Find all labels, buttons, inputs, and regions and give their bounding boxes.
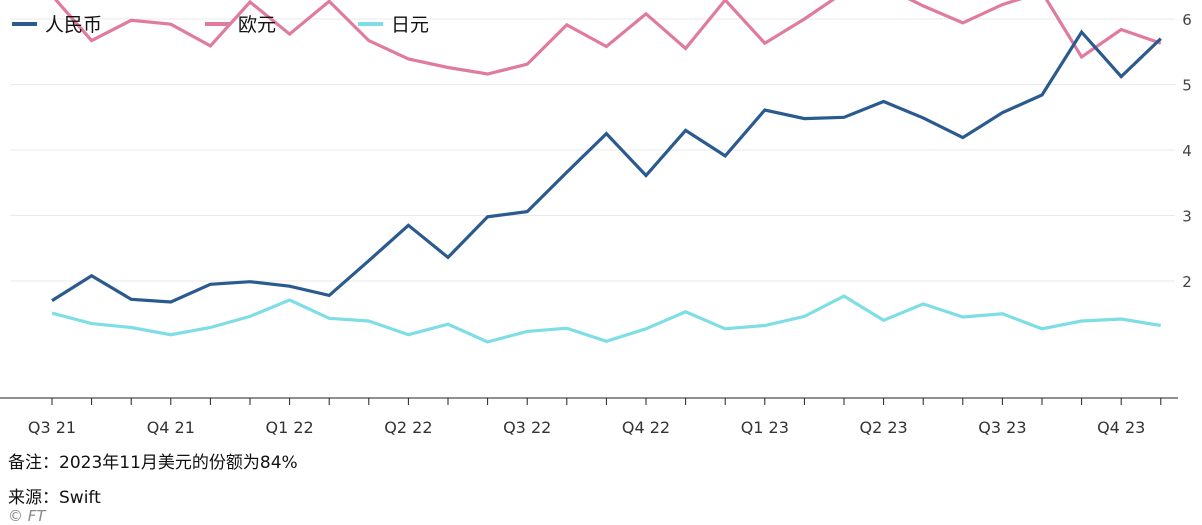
legend-label-2: 日元 xyxy=(391,14,429,36)
x-tick-label-8: Q3 23 xyxy=(978,418,1026,437)
x-tick-label-5: Q4 22 xyxy=(622,418,670,437)
y-tick-label-4: 4 xyxy=(1182,142,1192,160)
x-tick-label-2: Q1 22 xyxy=(265,418,313,437)
series-line-2 xyxy=(51,294,1162,344)
y-tick-label-2: 2 xyxy=(1182,273,1192,291)
chart-source: 来源：Swift xyxy=(8,488,101,508)
y-tick-label-6: 6 xyxy=(1182,11,1192,29)
x-tick-label-9: Q4 23 xyxy=(1097,418,1145,437)
x-tick-label-3: Q2 22 xyxy=(384,418,432,437)
x-tick-label-6: Q1 23 xyxy=(741,418,789,437)
x-tick-label-4: Q3 22 xyxy=(503,418,551,437)
y-tick-label-5: 5 xyxy=(1182,77,1192,95)
series-line-1 xyxy=(53,0,1162,76)
x-tick-label-7: Q2 23 xyxy=(859,418,907,437)
x-tick-label-0: Q3 21 xyxy=(28,418,76,437)
x-tick-label-1: Q4 21 xyxy=(147,418,195,437)
legend-label-0: 人民币 xyxy=(45,14,102,36)
line-chart: 2 3 4 5 6 Q3 21 Q4 21 Q1 22 Q2 22 Q3 22 Q4 22 Q1 23… xyxy=(0,0,1192,437)
ft-credit: © FT xyxy=(8,507,46,525)
chart-note: 备注：2023年11月美元的份额为84% xyxy=(8,453,298,473)
series-line-0 xyxy=(51,29,1162,304)
legend-label-1: 欧元 xyxy=(238,14,276,36)
y-tick-label-3: 3 xyxy=(1182,208,1192,226)
